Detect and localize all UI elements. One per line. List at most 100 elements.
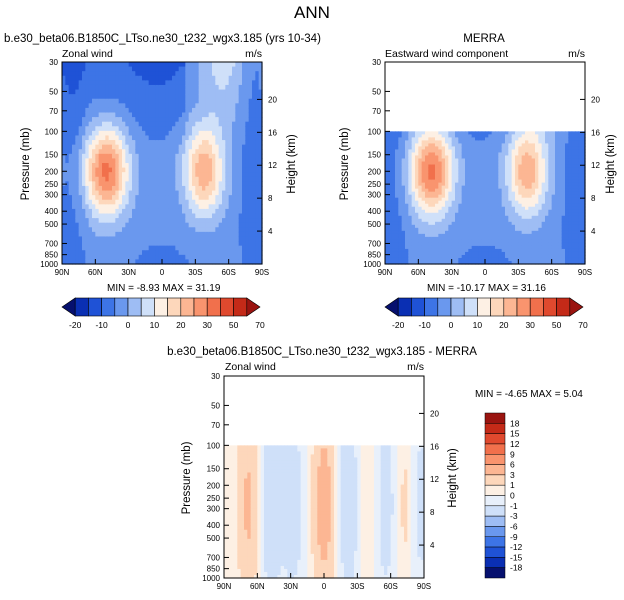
panel-model-cell [232, 254, 236, 261]
panel-merra-cell [488, 137, 493, 141]
panel-model-cell [245, 75, 250, 81]
panel-model-cell [195, 195, 200, 201]
panel-model-cell [208, 121, 213, 127]
panel-merra-cell [431, 200, 436, 205]
panel-merra-cell [481, 218, 486, 223]
panel-merra-cell [405, 143, 409, 148]
panel-merra-cell [405, 161, 409, 166]
panel-model-cell [128, 135, 133, 141]
panel-model-cell [188, 172, 193, 178]
panel-merra-cell [478, 254, 483, 259]
panel-merra-cell [431, 227, 436, 232]
panel-model-cell [252, 227, 256, 233]
panel-merra-cell [458, 152, 463, 157]
panel-merra-cell [445, 194, 449, 199]
panel-model-cell [212, 195, 216, 201]
panel-model-cell [145, 94, 150, 100]
panel-model-cell [172, 84, 176, 91]
panel-merra-cell [428, 140, 433, 145]
panel-model-cell [248, 71, 253, 77]
panel-merra-cell [398, 158, 403, 163]
panel-merra-cell [488, 230, 493, 235]
panel-model-cell [238, 259, 243, 265]
panel-merra-cell [538, 230, 543, 235]
panel-model-cell [95, 241, 100, 247]
panel-merra-cell [408, 188, 413, 193]
panel-model-cell [208, 250, 213, 256]
panel-merra-cell [408, 230, 413, 235]
panel-model-cell [222, 144, 226, 150]
panel-merra-cell [465, 173, 469, 178]
panel-model-cell [68, 245, 73, 251]
panel-model-cell [82, 250, 86, 256]
panel-merra-cell [405, 239, 409, 244]
panel-model-cell [75, 195, 80, 201]
panel-merra-cell [408, 176, 413, 181]
panel-model-cell [185, 117, 190, 123]
panel-model-cell [85, 254, 90, 261]
panel-model-cell [225, 126, 230, 132]
panel-model-cell [178, 84, 183, 91]
panel-model-cell [75, 245, 80, 251]
panel-model-cell [78, 241, 83, 247]
panel-model-cell [215, 190, 220, 196]
panel-merra-cell [425, 209, 429, 214]
panel-merra-cell [438, 146, 443, 151]
panel-merra-cell [531, 179, 536, 184]
panel-model-cell [202, 199, 206, 205]
panel-model-cell [98, 98, 103, 104]
panel-model-cell [128, 236, 133, 242]
panel-merra-cell [478, 236, 483, 241]
panel-merra-cell [451, 227, 456, 232]
panel-merra-cell [518, 191, 523, 196]
panel-model-cell [228, 158, 233, 164]
panel-merra-cell [435, 194, 439, 199]
panel-model-cell [195, 231, 200, 238]
panel-merra-cell [448, 149, 453, 154]
panel-model-cell [185, 190, 190, 196]
panel-model-cell [125, 62, 130, 68]
panel-model-cell [72, 89, 76, 95]
panel-model-cell [142, 218, 146, 224]
panel-model-cell [68, 195, 73, 201]
panel-model-cell [205, 75, 210, 81]
panel-model-cell [65, 66, 70, 72]
panel-model-cell [98, 218, 103, 224]
panel-merra-cell [541, 203, 546, 208]
panel-model-cell [175, 190, 180, 196]
panel-model-cell [122, 236, 126, 242]
panel-merra-cell [485, 167, 489, 172]
panel-model-cell [235, 158, 240, 164]
panel-merra-cell [495, 191, 499, 196]
panel-model-cell [195, 222, 200, 228]
panel-merra-cell [425, 221, 429, 226]
panel-model-cell [68, 218, 73, 224]
panel-merra-cell [531, 158, 536, 163]
panel-model-cell [195, 117, 200, 123]
panel-model-cell [158, 241, 163, 247]
panel-merra-cell [525, 257, 529, 262]
panel-model-cell [125, 121, 130, 127]
panel-merra-cell [421, 170, 426, 175]
panel-merra-cell [508, 227, 513, 232]
panel-merra-cell [425, 131, 429, 135]
panel-merra-cell [515, 218, 519, 223]
panel-model-cell [175, 126, 180, 132]
panel-model-cell [105, 213, 110, 219]
panel-model-cell [118, 140, 123, 146]
panel-model-cell [98, 62, 103, 68]
panel-model-cell [185, 245, 190, 251]
panel-model-cell [248, 241, 253, 247]
panel-merra-cell [385, 236, 389, 241]
panel-merra-cell [385, 257, 389, 262]
panel-merra-cell [458, 134, 463, 138]
panel-merra-cell [408, 200, 413, 205]
panel-model-cell [255, 254, 260, 261]
panel-model-cell [78, 172, 83, 178]
panel-model-cell [115, 158, 120, 164]
panel-model-cell [152, 135, 156, 141]
panel-model-cell [75, 80, 80, 86]
panel-model-cell [232, 144, 236, 150]
panel-model-cell [215, 130, 220, 137]
panel-model-cell [125, 84, 130, 91]
